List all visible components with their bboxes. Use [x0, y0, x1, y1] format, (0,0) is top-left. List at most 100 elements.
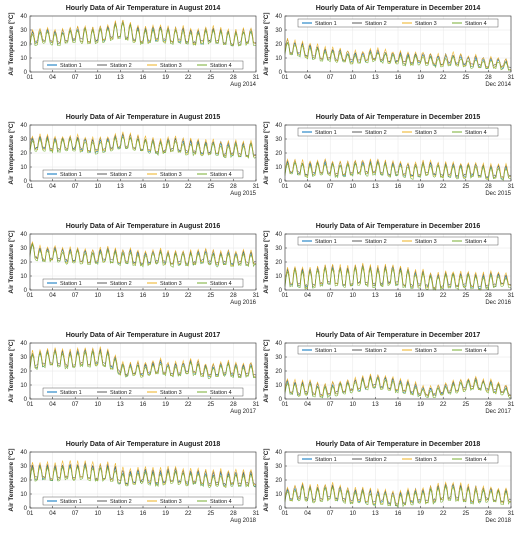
y-tick-label: 30	[275, 355, 282, 361]
x-tick-label: 07	[327, 184, 334, 190]
legend: Station 1 Station 2 Station 3 Station 4	[297, 345, 499, 355]
x-tick-label: 13	[117, 402, 124, 408]
x-tick-label: 19	[162, 402, 169, 408]
x-axis-date-label: Dec 2015	[485, 191, 511, 197]
series-line-station-4	[29, 243, 257, 268]
series-line-station-4	[284, 41, 512, 71]
x-tick-label: 19	[417, 293, 424, 299]
x-axis-date-label: Aug 2014	[230, 82, 256, 88]
x-tick-label: 22	[440, 75, 447, 81]
legend-label-station-2: Station 2	[365, 21, 387, 27]
x-tick-label: 10	[94, 511, 101, 517]
y-tick-label: 30	[20, 137, 27, 143]
x-tick-label: 22	[440, 402, 447, 408]
x-tick-label: 31	[508, 293, 515, 299]
y-axis-label: Air Temperature [°C]	[7, 121, 15, 184]
y-tick-label: 20	[275, 42, 282, 48]
x-tick-label: 25	[207, 511, 214, 517]
x-tick-label: 28	[485, 293, 492, 299]
x-tick-label: 07	[72, 75, 79, 81]
y-tick-label: 30	[20, 28, 27, 34]
subplot-title: Hourly Data of Air Temperature in Decemb…	[316, 332, 481, 339]
series-line-station-4	[284, 376, 512, 399]
subplot: Hourly Data of Air Temperature in August…	[7, 5, 260, 88]
x-tick-label: 10	[349, 184, 356, 190]
x-axis-date-label: Dec 2018	[485, 518, 511, 524]
legend-label-station-4: Station 4	[465, 130, 487, 136]
y-tick-label: 30	[20, 355, 27, 361]
subplot: Hourly Data of Air Temperature in Decemb…	[262, 223, 515, 306]
y-tick-label: 20	[275, 369, 282, 375]
y-tick-label: 20	[275, 260, 282, 266]
x-tick-label: 04	[304, 402, 311, 408]
x-tick-label: 25	[207, 75, 214, 81]
x-tick-label: 25	[462, 184, 469, 190]
x-tick-label: 13	[372, 511, 379, 517]
x-tick-label: 16	[140, 75, 147, 81]
x-tick-label: 10	[94, 184, 101, 190]
axes-frame	[29, 342, 257, 400]
x-tick-label: 01	[282, 293, 289, 299]
axes-frame	[29, 451, 257, 509]
x-tick-label: 22	[440, 511, 447, 517]
y-tick-label: 20	[20, 260, 27, 266]
subplot-title: Hourly Data of Air Temperature in Decemb…	[316, 5, 481, 12]
y-axis-label: Air Temperature [°C]	[7, 230, 15, 293]
x-tick-label: 22	[440, 293, 447, 299]
y-tick-label: 10	[275, 492, 282, 498]
legend-label-station-3: Station 3	[160, 390, 182, 396]
y-tick-label: 10	[20, 492, 27, 498]
legend-label-station-4: Station 4	[465, 239, 487, 245]
y-axis-label: Air Temperature [°C]	[262, 339, 270, 402]
y-tick-label: 20	[275, 478, 282, 484]
axes-frame	[284, 124, 512, 182]
subplot-title: Hourly Data of Air Temperature in Decemb…	[316, 441, 481, 448]
legend-label-station-1: Station 1	[60, 390, 82, 396]
y-tick-label: 10	[275, 274, 282, 280]
y-axis-label: Air Temperature [°C]	[262, 121, 270, 184]
y-tick-label: 20	[20, 369, 27, 375]
legend-label-station-1: Station 1	[315, 21, 337, 27]
legend-label-station-1: Station 1	[60, 172, 82, 178]
y-tick-label: 0	[24, 288, 28, 294]
subplot-title: Hourly Data of Air Temperature in August…	[66, 441, 221, 448]
legend: Station 1 Station 2 Station 3 Station 4	[297, 236, 499, 246]
x-tick-label: 25	[462, 75, 469, 81]
x-tick-label: 28	[485, 184, 492, 190]
legend: Station 1 Station 2 Station 3 Station 4	[42, 60, 244, 70]
subplot: Hourly Data of Air Temperature in August…	[7, 114, 260, 197]
series-line-station-4	[29, 136, 257, 159]
x-tick-label: 07	[327, 75, 334, 81]
x-tick-label: 28	[485, 75, 492, 81]
subplot: Hourly Data of Air Temperature in Decemb…	[262, 5, 515, 88]
y-tick-label: 20	[20, 42, 27, 48]
legend-label-station-3: Station 3	[415, 239, 437, 245]
x-tick-label: 13	[117, 75, 124, 81]
legend-label-station-3: Station 3	[415, 348, 437, 354]
legend: Station 1 Station 2 Station 3 Station 4	[42, 387, 244, 397]
legend-label-station-1: Station 1	[60, 281, 82, 287]
y-tick-label: 10	[20, 383, 27, 389]
y-tick-label: 30	[275, 464, 282, 470]
x-tick-label: 13	[117, 184, 124, 190]
x-tick-label: 31	[253, 75, 260, 81]
series-line-station-4	[29, 350, 257, 379]
x-axis-date-label: Dec 2016	[485, 300, 511, 306]
legend-label-station-3: Station 3	[415, 457, 437, 463]
legend-label-station-3: Station 3	[160, 281, 182, 287]
legend-label-station-4: Station 4	[465, 457, 487, 463]
legend-label-station-2: Station 2	[365, 239, 387, 245]
x-tick-label: 19	[417, 75, 424, 81]
x-tick-label: 25	[207, 184, 214, 190]
x-tick-label: 04	[49, 293, 56, 299]
legend: Station 1 Station 2 Station 3 Station 4	[42, 278, 244, 288]
legend-label-station-3: Station 3	[415, 130, 437, 136]
legend-label-station-1: Station 1	[315, 239, 337, 245]
y-tick-label: 0	[279, 70, 283, 76]
x-tick-label: 31	[253, 293, 260, 299]
x-tick-label: 16	[140, 293, 147, 299]
legend-label-station-3: Station 3	[160, 499, 182, 505]
x-tick-label: 25	[207, 402, 214, 408]
legend-label-station-1: Station 1	[60, 63, 82, 69]
